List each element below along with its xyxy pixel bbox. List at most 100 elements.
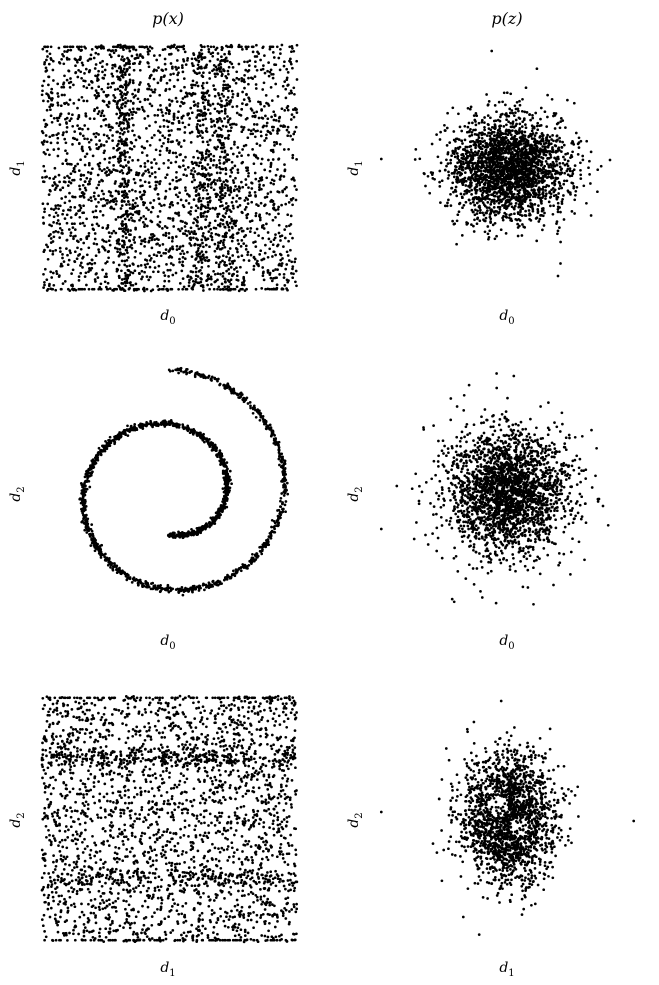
scatter-point xyxy=(155,69,158,72)
scatter-point xyxy=(285,67,289,71)
scatter-point xyxy=(288,232,292,236)
scatter-point xyxy=(171,122,175,125)
scatter-point xyxy=(78,215,82,219)
scatter-point xyxy=(201,86,205,90)
scatter-point xyxy=(231,226,234,230)
scatter-point xyxy=(201,258,204,261)
scatter-point xyxy=(222,95,226,98)
scatter-point xyxy=(65,221,69,225)
scatter-point xyxy=(278,262,281,266)
scatter-point xyxy=(131,129,134,133)
scatter-point xyxy=(201,136,204,140)
scatter-point xyxy=(59,188,62,192)
scatter-point xyxy=(247,64,251,67)
scatter-point xyxy=(200,272,204,275)
scatter-point xyxy=(271,243,275,247)
scatter-point xyxy=(43,207,47,211)
scatter-point xyxy=(193,230,196,233)
scatter-point xyxy=(286,280,290,284)
scatter-point xyxy=(77,47,81,51)
scatter-point xyxy=(226,250,230,253)
scatter-point xyxy=(178,260,181,264)
scatter-point xyxy=(246,250,250,254)
scatter-point xyxy=(458,202,461,206)
scatter-point xyxy=(447,174,451,177)
scatter-point xyxy=(209,234,213,238)
scatter-point xyxy=(270,178,274,182)
scatter-point xyxy=(161,243,165,246)
scatter-point xyxy=(204,168,208,171)
scatter-point xyxy=(283,284,287,287)
scatter-point xyxy=(148,185,152,188)
scatter-point xyxy=(543,110,547,114)
scatter-point xyxy=(90,258,94,262)
scatter-point xyxy=(200,266,204,269)
scatter-point xyxy=(187,230,190,233)
scatter-point xyxy=(453,172,456,175)
scatter-point xyxy=(183,85,186,89)
scatter-point xyxy=(221,196,225,200)
scatter-point xyxy=(72,83,75,87)
scatter-point xyxy=(220,120,224,123)
scatter-point xyxy=(187,284,191,288)
scatter-point xyxy=(71,45,74,49)
scatter-point xyxy=(188,236,192,240)
scatter-point xyxy=(128,80,132,84)
scatter-point xyxy=(241,90,244,94)
scatter-point xyxy=(466,106,470,110)
scatter-point xyxy=(274,173,278,177)
scatter-point xyxy=(446,111,449,115)
scatter-point xyxy=(168,133,172,137)
scatter-point xyxy=(131,213,135,217)
scatter-point xyxy=(185,222,188,225)
scatter-point xyxy=(503,143,507,146)
scatter-point xyxy=(556,196,559,199)
scatter-point xyxy=(155,58,159,62)
scatter-point xyxy=(281,189,284,193)
scatter-point xyxy=(147,208,150,212)
scatter-point xyxy=(286,83,290,87)
scatter-point xyxy=(505,123,508,127)
scatter-point xyxy=(104,171,107,175)
scatter-point xyxy=(205,148,209,152)
scatter-point xyxy=(123,252,126,256)
scatter-point xyxy=(45,49,49,53)
scatter-point xyxy=(143,270,146,274)
scatter-point xyxy=(45,278,49,282)
scatter-point xyxy=(293,130,297,134)
scatter-point xyxy=(57,207,60,211)
scatter-point xyxy=(290,91,294,95)
scatter-point xyxy=(254,214,258,218)
scatter-point xyxy=(497,210,501,214)
scatter-point xyxy=(255,262,258,265)
scatter-point xyxy=(556,232,559,236)
scatter-point xyxy=(212,269,215,273)
scatter-point xyxy=(115,269,119,273)
scatter-point xyxy=(223,226,227,229)
scatter-point xyxy=(203,186,207,190)
scatter-point xyxy=(505,91,509,95)
scatter-point xyxy=(69,80,73,84)
scatter-point xyxy=(576,142,580,146)
scatter-point xyxy=(229,278,233,282)
scatter-point xyxy=(165,146,169,150)
scatter-point xyxy=(132,123,135,127)
scatter-point xyxy=(466,125,470,129)
scatter-point xyxy=(159,108,163,112)
scatter-point xyxy=(192,198,196,201)
scatter-point xyxy=(485,93,488,96)
scatter-point xyxy=(114,49,118,52)
scatter-point xyxy=(54,230,58,233)
scatter-point xyxy=(167,166,170,170)
scatter-point xyxy=(46,93,50,97)
scatter-point xyxy=(266,69,269,73)
scatter-point xyxy=(272,182,275,186)
scatter-point xyxy=(117,107,121,111)
scatter-point xyxy=(200,167,204,171)
scatter-point xyxy=(136,90,140,93)
scatter-point xyxy=(71,195,74,198)
scatter-point xyxy=(48,135,52,139)
scatter-point xyxy=(205,278,209,282)
scatter-point xyxy=(166,268,170,272)
scatter-point xyxy=(116,157,120,161)
